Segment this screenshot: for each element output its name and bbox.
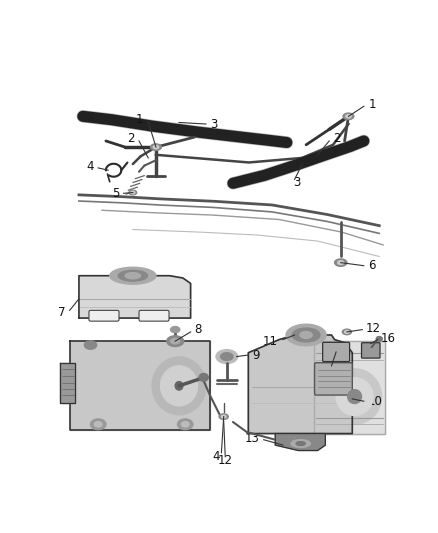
Text: 4: 4 [87, 160, 94, 173]
Ellipse shape [170, 327, 180, 333]
Text: 16: 16 [381, 332, 396, 344]
Ellipse shape [110, 267, 156, 284]
Ellipse shape [91, 419, 106, 430]
Ellipse shape [152, 357, 206, 415]
Text: 4: 4 [212, 450, 220, 463]
Ellipse shape [131, 191, 135, 193]
Text: 2: 2 [333, 132, 340, 145]
Ellipse shape [175, 382, 183, 390]
Ellipse shape [376, 336, 382, 341]
FancyBboxPatch shape [361, 343, 380, 358]
Ellipse shape [345, 330, 349, 333]
Ellipse shape [346, 115, 351, 118]
FancyBboxPatch shape [323, 342, 350, 361]
Text: 8: 8 [194, 323, 202, 336]
FancyBboxPatch shape [139, 310, 169, 321]
Ellipse shape [335, 259, 347, 266]
Ellipse shape [129, 190, 137, 195]
Ellipse shape [286, 324, 326, 346]
Text: 3: 3 [293, 176, 300, 189]
FancyBboxPatch shape [314, 363, 352, 395]
Ellipse shape [94, 422, 102, 427]
Ellipse shape [177, 419, 193, 430]
Polygon shape [60, 363, 75, 403]
Ellipse shape [291, 440, 311, 447]
Ellipse shape [221, 353, 233, 360]
Polygon shape [248, 335, 352, 433]
Text: 10: 10 [367, 395, 382, 408]
Text: 1: 1 [368, 98, 376, 111]
Ellipse shape [199, 374, 208, 381]
Ellipse shape [181, 422, 189, 427]
Text: 12: 12 [218, 454, 233, 467]
Polygon shape [276, 433, 325, 450]
Ellipse shape [300, 332, 312, 338]
Ellipse shape [161, 366, 198, 406]
Polygon shape [314, 341, 385, 433]
Text: 7: 7 [57, 306, 65, 319]
Ellipse shape [292, 328, 320, 342]
Ellipse shape [153, 146, 159, 149]
Text: 9: 9 [252, 349, 260, 361]
Text: 12: 12 [365, 322, 380, 335]
Polygon shape [70, 341, 210, 430]
Polygon shape [79, 276, 191, 318]
Ellipse shape [151, 144, 161, 150]
Ellipse shape [118, 270, 148, 281]
Text: 11: 11 [263, 335, 278, 348]
Text: 13: 13 [244, 432, 259, 446]
Ellipse shape [342, 329, 352, 335]
Ellipse shape [338, 261, 344, 264]
Ellipse shape [167, 336, 184, 346]
Ellipse shape [336, 378, 373, 415]
Ellipse shape [221, 415, 226, 418]
Ellipse shape [125, 273, 141, 279]
Text: 1: 1 [136, 113, 144, 126]
FancyBboxPatch shape [89, 310, 119, 321]
Ellipse shape [343, 113, 354, 119]
Ellipse shape [328, 369, 381, 424]
Text: 6: 6 [368, 259, 376, 272]
Text: 2: 2 [127, 132, 134, 145]
Ellipse shape [216, 350, 237, 364]
Ellipse shape [85, 341, 97, 349]
Ellipse shape [170, 338, 180, 344]
Text: 3: 3 [210, 117, 217, 131]
Text: 15: 15 [314, 362, 329, 375]
Ellipse shape [348, 390, 361, 403]
Text: 5: 5 [113, 187, 120, 200]
Ellipse shape [296, 442, 305, 446]
Ellipse shape [219, 414, 228, 419]
